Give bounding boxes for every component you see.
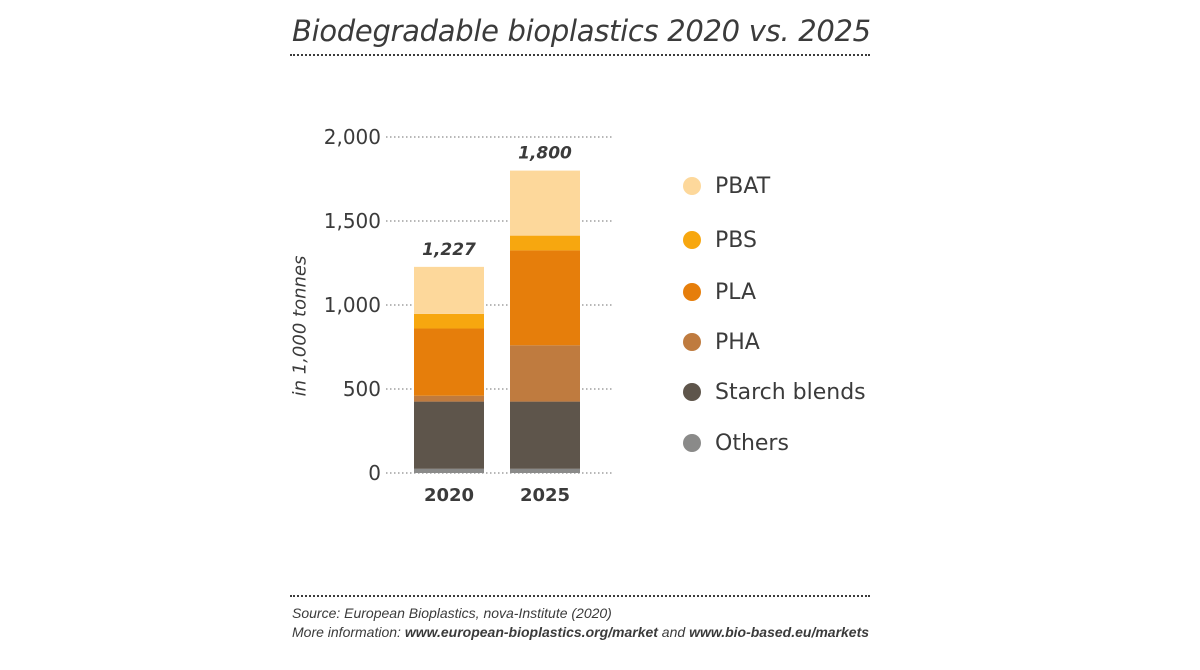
more-info-line: More information: www.european-bioplasti… [292, 623, 869, 642]
stacked-bar-chart: 0 500 1,000 1,500 2,000 1,227 2020 1,800 2025 [324, 125, 614, 506]
more-info-prefix: More information: [292, 624, 405, 640]
legend-label: Others [715, 430, 789, 456]
legend-item: PBS [683, 226, 757, 254]
y-tick-label: 2,000 [324, 125, 381, 149]
legend-item: Others [683, 429, 789, 457]
legend-item: PBAT [683, 172, 770, 200]
legend-swatch [683, 333, 701, 351]
source-line: Source: European Bioplastics, nova-Insti… [292, 605, 612, 621]
legend-swatch [683, 434, 701, 452]
legend-swatch [683, 383, 701, 401]
bar-total-label: 1,800 [518, 144, 572, 164]
legend-label: PBS [715, 227, 757, 253]
legend-item: PLA [683, 278, 756, 306]
y-tick-label: 1,500 [324, 209, 381, 233]
source-note: Source: European Bioplastics, nova-Insti… [292, 604, 869, 642]
bar-segment [414, 468, 484, 473]
title-divider [290, 54, 870, 56]
bar-total-label: 1,227 [422, 240, 476, 260]
bar-segment [510, 468, 580, 473]
legend-swatch [683, 231, 701, 249]
bar-segment [414, 313, 484, 329]
link-european-bioplastics[interactable]: www.european-bioplastics.org/market [404, 624, 658, 640]
chart-title: Biodegradable bioplastics 2020 vs. 2025 [292, 14, 871, 48]
legend-label: PHA [715, 329, 760, 355]
bar-segment [510, 235, 580, 251]
bar-segment [414, 401, 484, 469]
legend-swatch [683, 177, 701, 195]
bar-segment [510, 401, 580, 469]
legend-label: PLA [715, 279, 757, 305]
legend-item: Starch blends [683, 378, 866, 406]
more-info-and: and [657, 624, 690, 640]
bar-segment [414, 395, 484, 402]
bar-segment [414, 328, 484, 396]
source-divider [290, 595, 870, 597]
bar-segment [414, 266, 484, 314]
legend-item: PHA [683, 328, 760, 356]
bar-segment [510, 345, 580, 402]
y-tick-label: 0 [368, 461, 381, 485]
y-tick-label: 1,000 [324, 293, 381, 317]
x-tick-label: 2025 [520, 485, 570, 506]
legend-swatch [683, 283, 701, 301]
legend-label: PBAT [715, 173, 771, 199]
link-bio-based[interactable]: www.bio-based.eu/markets [689, 624, 870, 640]
bar-segment [510, 170, 580, 236]
y-axis-label: in 1,000 tonnes [289, 255, 311, 397]
bar-segment [510, 250, 580, 346]
y-tick-label: 500 [343, 377, 381, 401]
legend-label: Starch blends [715, 379, 866, 405]
x-tick-label: 2020 [424, 485, 474, 506]
